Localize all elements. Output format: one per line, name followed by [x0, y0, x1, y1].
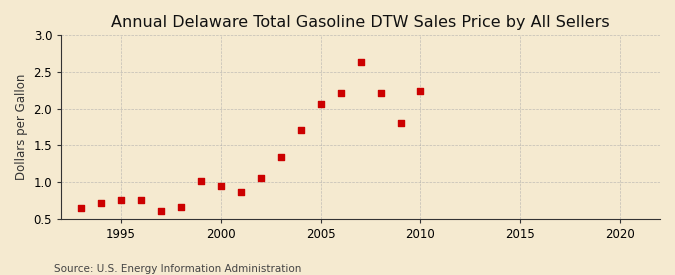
Point: [275, 155, 286, 159]
Point: [156, 209, 167, 214]
Point: [115, 197, 126, 202]
Point: [76, 205, 86, 210]
Point: [136, 197, 146, 202]
Point: [296, 128, 306, 132]
Point: [355, 60, 366, 65]
Y-axis label: Dollars per Gallon: Dollars per Gallon: [15, 74, 28, 180]
Point: [255, 175, 266, 180]
Point: [375, 90, 386, 95]
Point: [196, 178, 207, 183]
Text: Source: U.S. Energy Information Administration: Source: U.S. Energy Information Administ…: [54, 264, 301, 274]
Point: [415, 89, 426, 93]
Point: [236, 189, 246, 194]
Title: Annual Delaware Total Gasoline DTW Sales Price by All Sellers: Annual Delaware Total Gasoline DTW Sales…: [111, 15, 610, 30]
Point: [315, 101, 326, 106]
Point: [96, 201, 107, 205]
Point: [176, 205, 186, 209]
Point: [335, 91, 346, 95]
Point: [395, 120, 406, 125]
Point: [215, 183, 226, 188]
